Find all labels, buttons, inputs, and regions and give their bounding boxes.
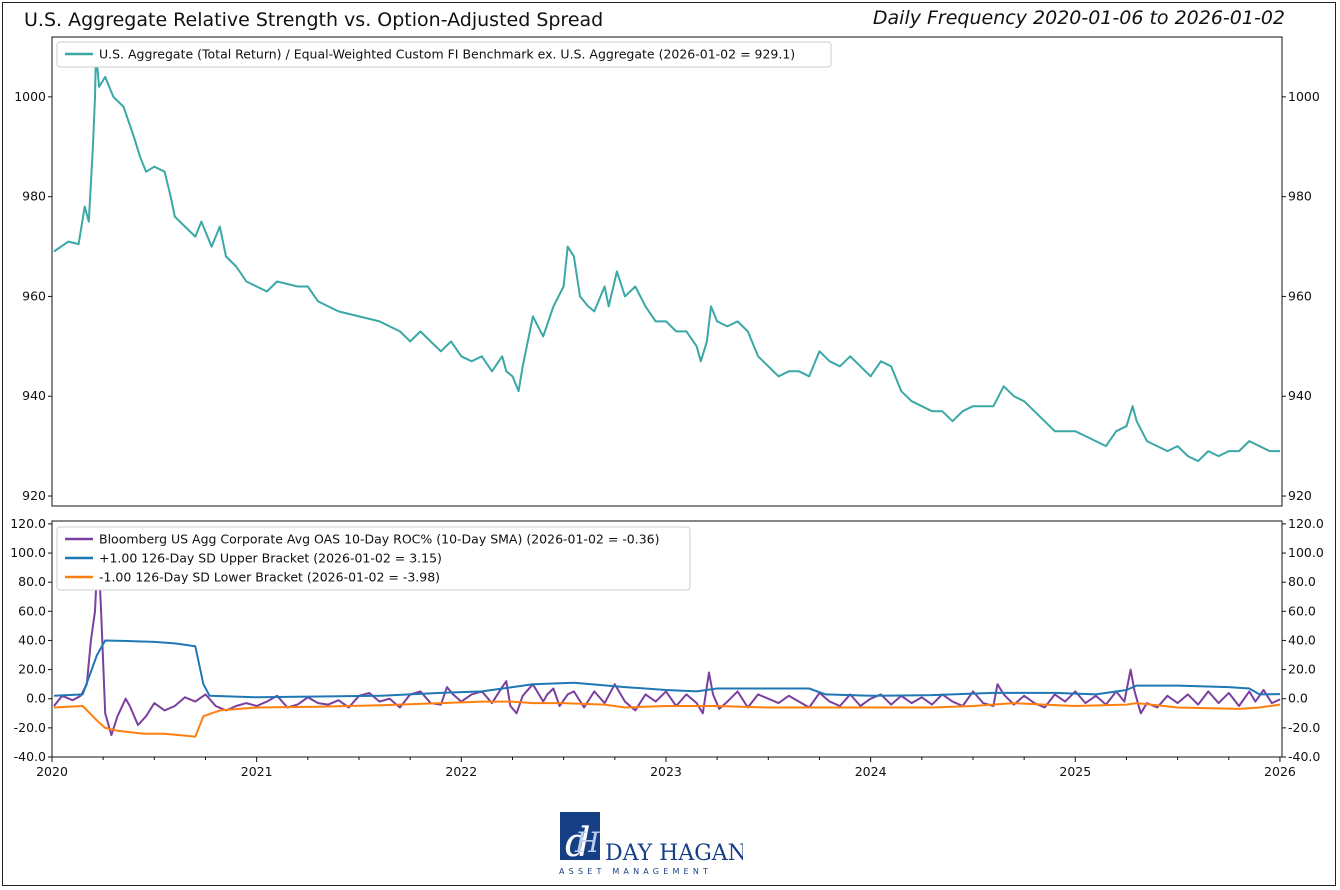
bottom-panel-ytick-label-left: 0.0 — [26, 691, 46, 706]
top-panel-ytick-label-left: 980 — [22, 189, 46, 204]
top-panel-ytick-label-right: 920 — [1288, 488, 1312, 503]
top-panel-ytick-label-left: 960 — [22, 288, 46, 303]
bottom-panel-ytick-label-left: 60.0 — [18, 603, 46, 618]
day-hagan-logo-icon: d H DAY HAGAN ASSET MANAGEMENT — [559, 812, 743, 876]
bottom-panel-series-line-2 — [53, 700, 1281, 738]
logo: d H DAY HAGAN ASSET MANAGEMENT — [557, 812, 743, 876]
bottom-panel-ytick-label-left: 80.0 — [18, 574, 46, 589]
top-panel-ytick-label-right: 980 — [1288, 189, 1312, 204]
bottom-panel-ytick-label-left: -40.0 — [14, 749, 46, 764]
bottom-panel-ytick-label-left: -20.0 — [14, 720, 46, 735]
x-tick-label-2023: 2023 — [650, 764, 682, 779]
x-tick-label-2025: 2025 — [1059, 764, 1091, 779]
bottom-panel-ytick-label-left: 100.0 — [10, 545, 46, 560]
top-panel-legend-box — [56, 41, 832, 68]
bottom-panel-ytick-label-right: 0.0 — [1288, 691, 1308, 706]
x-tick-label-2022: 2022 — [445, 764, 477, 779]
x-tick-label-2024: 2024 — [855, 764, 887, 779]
top-panel-ytick-label-right: 940 — [1288, 388, 1312, 403]
bottom-panel-ytick-label-right: 80.0 — [1288, 574, 1316, 589]
bottom-panel-legend-label-2: -1.00 126-Day SD Lower Bracket (2026-01-… — [99, 570, 440, 585]
top-panel-ytick-label-left: 920 — [22, 488, 46, 503]
bottom-panel-ytick-label-left: 40.0 — [18, 632, 46, 647]
bottom-panel-legend-box — [56, 526, 691, 591]
logo-tagline: ASSET MANAGEMENT — [559, 867, 712, 876]
chart-title: U.S. Aggregate Relative Strength vs. Opt… — [24, 9, 604, 31]
top-panel-ytick-label-left: 1000 — [14, 89, 46, 104]
bottom-panel-ytick-label-left: 120.0 — [10, 516, 46, 531]
top-panel-ytick-label-left: 940 — [22, 388, 46, 403]
svg-text:H: H — [574, 826, 600, 859]
bottom-panel-ytick-label-right: 40.0 — [1288, 632, 1316, 647]
logo-name: DAY HAGAN — [605, 841, 743, 866]
top-panel-ytick-label-right: 1000 — [1288, 89, 1320, 104]
top-panel-ytick-label-right: 960 — [1288, 288, 1312, 303]
chart-date-range: Daily Frequency 2020-01-06 to 2026-01-02 — [872, 7, 1285, 29]
bottom-panel-legend-label-1: +1.00 126-Day SD Upper Bracket (2026-01-… — [99, 551, 442, 566]
bottom-panel-ytick-label-right: 60.0 — [1288, 603, 1316, 618]
bottom-panel-ytick-label-left: 20.0 — [18, 662, 46, 677]
x-tick-label-2026: 2026 — [1264, 764, 1296, 779]
bottom-panel-ytick-label-right: 120.0 — [1288, 516, 1324, 531]
top-panel-series-line-0 — [53, 51, 1280, 463]
x-tick-label-2021: 2021 — [241, 764, 273, 779]
top-panel-plot-area — [51, 36, 1283, 507]
svg-text:d: d — [565, 820, 591, 866]
bottom-panel-series-line-1 — [53, 639, 1281, 699]
bottom-panel-plot-area — [51, 520, 1283, 758]
bottom-panel-legend-label-0: Bloomberg US Agg Corporate Avg OAS 10-Da… — [99, 532, 660, 547]
top-panel-legend-label-0: U.S. Aggregate (Total Return) / Equal-We… — [99, 47, 795, 62]
x-tick-label-2020: 2020 — [36, 764, 68, 779]
bottom-panel-ytick-label-right: -20.0 — [1288, 720, 1320, 735]
bottom-panel-ytick-label-right: 100.0 — [1288, 545, 1324, 560]
bottom-panel-ytick-label-right: -40.0 — [1288, 749, 1320, 764]
bottom-panel-ytick-label-right: 20.0 — [1288, 662, 1316, 677]
